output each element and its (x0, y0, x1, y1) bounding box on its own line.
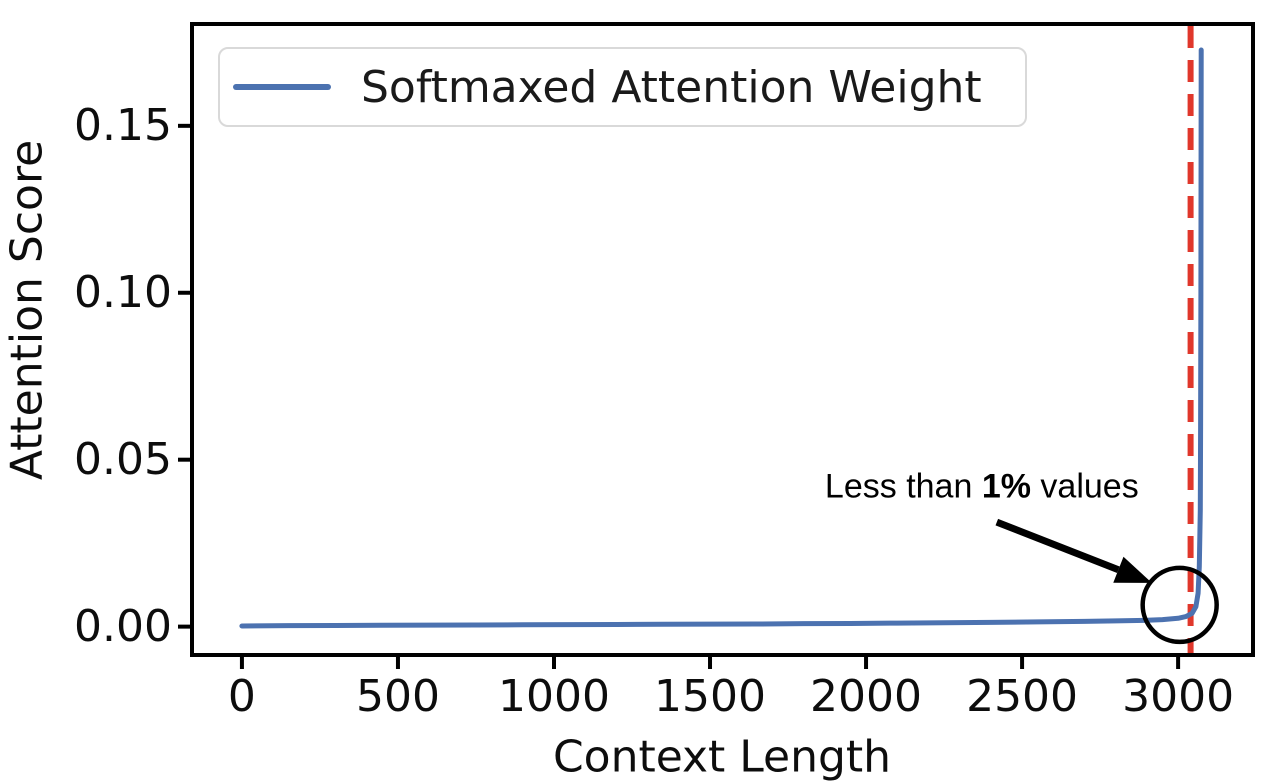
x-tick-label: 3000 (1122, 671, 1235, 722)
annotation-arrow-shaft (995, 518, 1120, 574)
y-axis-label: Attention Score (1, 139, 53, 481)
y-tick-label: 0.00 (74, 600, 172, 652)
y-tick-label: 0.15 (74, 99, 172, 151)
annotation-arrow-head (1113, 556, 1152, 583)
x-tick-label: 1000 (497, 671, 610, 722)
legend: Softmaxed Attention Weight (218, 47, 1027, 127)
annotation-text: Less than 1% values (825, 468, 1139, 507)
x-tick-label: 2000 (810, 671, 923, 722)
annotation-suffix: values (1030, 467, 1139, 506)
attention-curve (239, 47, 1204, 629)
y-tick-label: 0.05 (74, 433, 172, 485)
legend-line-sample (233, 83, 331, 91)
highlight-circle (1140, 565, 1219, 645)
y-tick-label: 0.10 (74, 266, 172, 318)
x-tick-label: 1500 (654, 671, 767, 722)
plot-border (190, 22, 1255, 657)
x-tick-label: 500 (355, 671, 440, 722)
annotation-prefix: Less than (824, 467, 982, 506)
x-tick-label: 0 (227, 671, 256, 722)
annotation-bold-value: 1% (981, 467, 1031, 506)
x-axis-label: Context Length (552, 731, 892, 783)
x-tick-label: 2500 (966, 671, 1079, 722)
legend-label: Softmaxed Attention Weight (361, 61, 982, 113)
